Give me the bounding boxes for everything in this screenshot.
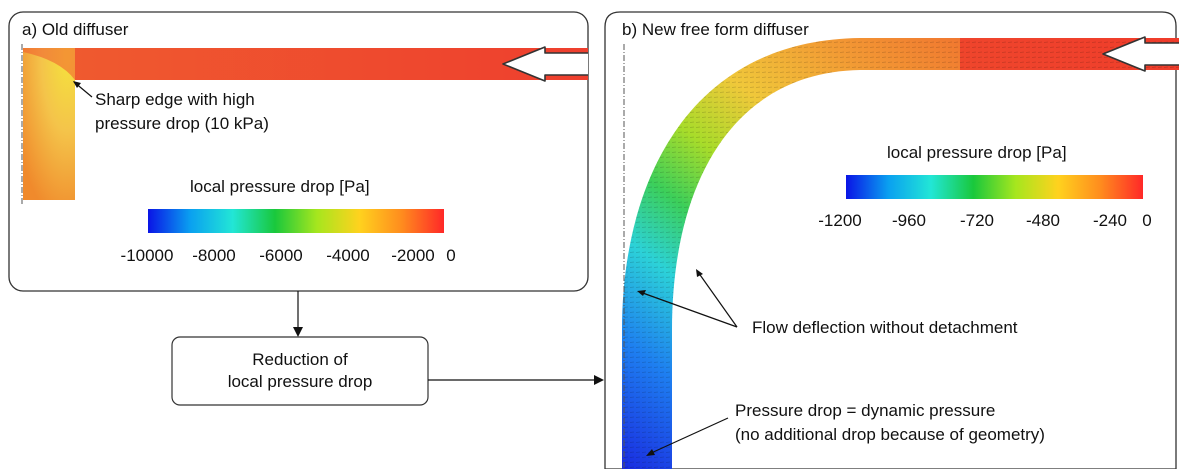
process-box-line2: local pressure drop: [227, 372, 373, 391]
legend-a-tick: -4000: [326, 246, 370, 265]
flow-deflection-annotation: Flow deflection without detachment: [752, 318, 1018, 337]
flow-leader-left: [639, 291, 738, 328]
panel-b-title: b) New free form diffuser: [622, 20, 809, 39]
legend-b-title: local pressure drop [Pa]: [887, 143, 1067, 162]
legend-b-tick: -240: [1092, 211, 1128, 230]
panel-b-frame: [604, 11, 1177, 469]
legend-a-tick: 0: [446, 246, 456, 265]
sharp-edge-annotation-line2: pressure drop (10 kPa): [95, 114, 269, 133]
pressure-annotation-line2: (no additional drop because of geometry): [735, 425, 1045, 444]
pressure-annotation-line1: Pressure drop = dynamic pressure: [735, 401, 996, 420]
connector-right-arrowhead: [594, 375, 604, 385]
process-box: [171, 336, 429, 406]
flow-leader-right: [697, 271, 738, 328]
legend-a-title: local pressure drop [Pa]: [190, 177, 370, 196]
process-box-line1: Reduction of: [252, 350, 348, 369]
legend-b-tick: -480: [1025, 211, 1061, 230]
legend-a-tick: -8000: [192, 246, 236, 265]
legend-a-tick: -2000: [391, 246, 435, 265]
pressure-leader: [648, 417, 729, 455]
flow-arrowhead-left: [637, 290, 646, 296]
flow-arrowhead-right: [696, 269, 703, 277]
old-duct-horizontal: [23, 48, 588, 80]
legend-b-tick: -720: [959, 211, 995, 230]
old-corner-blend: [23, 48, 75, 80]
inlet-arrow-b: [1102, 36, 1179, 72]
colorbar-a: [148, 209, 444, 233]
old-duct-corner: [23, 48, 75, 200]
pressure-arrowhead: [646, 449, 655, 456]
annotation-arrowhead-a: [73, 81, 81, 88]
legend-b-tick: -960: [891, 211, 927, 230]
legend-a-tick: -6000: [259, 246, 303, 265]
connector-down-arrowhead: [293, 327, 303, 337]
legend-b-tick: -1200: [818, 211, 862, 230]
legend-a-tick: -10000: [120, 246, 174, 265]
sharp-edge-annotation-line1: Sharp edge with high: [95, 90, 255, 109]
panel-a-title: a) Old diffuser: [22, 20, 129, 39]
legend-b-tick: 0: [1142, 211, 1152, 230]
inlet-arrow-a: [502, 46, 588, 82]
colorbar-b: [846, 175, 1143, 199]
